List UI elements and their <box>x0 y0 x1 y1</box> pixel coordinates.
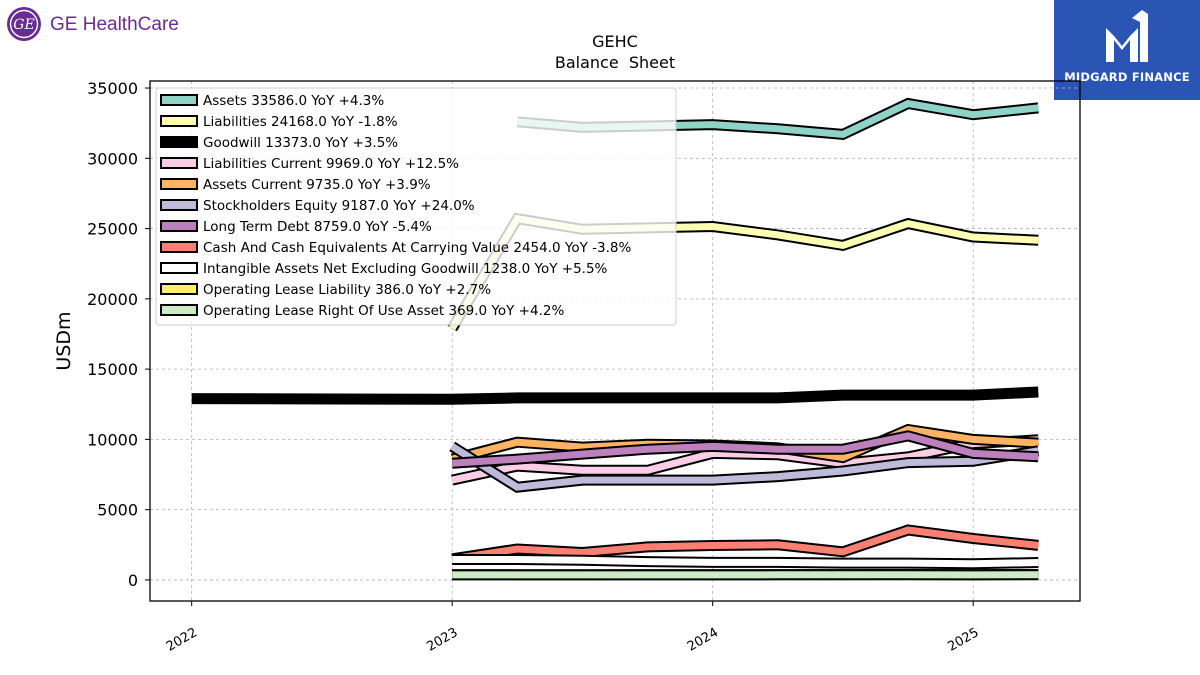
y-tick-label: 10000 <box>87 430 138 449</box>
x-tick-label: 2022 <box>164 625 200 655</box>
legend-item: Assets 33586.0 YoY +4.3% <box>160 93 384 109</box>
legend-item: Goodwill 13373.0 YoY +3.5% <box>160 135 398 151</box>
legend-swatch <box>160 115 198 127</box>
x-tick-label: 2025 <box>945 625 981 655</box>
legend-label: Assets Current 9735.0 YoY +3.9% <box>203 177 431 193</box>
legend-label: Stockholders Equity 9187.0 YoY +24.0% <box>203 198 475 214</box>
y-tick-label: 30000 <box>87 149 138 168</box>
legend-label: Assets 33586.0 YoY +4.3% <box>203 93 384 109</box>
midgard-finance-logo: MIDGARD FINANCE <box>1054 0 1200 100</box>
y-tick-label: 20000 <box>87 290 138 309</box>
legend-label: Long Term Debt 8759.0 YoY -5.4% <box>203 219 432 235</box>
x-tick-label: 2023 <box>424 625 460 655</box>
series-line-outline <box>191 386 1039 405</box>
legend-item: Cash And Cash Equivalents At Carrying Va… <box>160 240 631 256</box>
ge-monogram: GE <box>13 17 34 33</box>
legend-swatch <box>160 262 198 274</box>
chart-legend: Assets 33586.0 YoY +4.3% Liabilities 2416… <box>155 87 677 326</box>
y-tick-label: 15000 <box>87 360 138 379</box>
series-line <box>452 556 1039 568</box>
publisher-name: MIDGARD FINANCE <box>1064 70 1190 84</box>
legend-item: Assets Current 9735.0 YoY +3.9% <box>160 177 431 193</box>
legend-box <box>155 87 677 326</box>
series-line <box>450 443 1039 491</box>
legend-swatch <box>160 136 198 148</box>
y-tick-label: 35000 <box>87 79 138 98</box>
series-8 <box>452 554 1039 570</box>
y-tick-label: 5000 <box>97 501 138 520</box>
legend-swatch <box>160 283 198 295</box>
legend-label: Operating Lease Right Of Use Asset 369.0… <box>203 303 564 319</box>
x-axis-ticks: 2022 2023 2024 2025 <box>164 601 982 655</box>
legend-label: Cash And Cash Equivalents At Carrying Va… <box>203 240 631 256</box>
series-6 <box>451 430 1039 469</box>
legend-label: Liabilities 24168.0 YoY -1.8% <box>203 114 398 130</box>
legend-label: Intangible Assets Net Excluding Goodwill… <box>203 261 608 277</box>
legend-swatch <box>160 157 198 169</box>
company-name: GE HealthCare <box>50 14 179 35</box>
legend-swatch <box>160 241 198 253</box>
y-tick-label: 0 <box>128 571 138 590</box>
series-line <box>451 526 1039 563</box>
legend-item: Long Term Debt 8759.0 YoY -5.4% <box>160 219 432 235</box>
series-line <box>451 432 1039 467</box>
legend-label: Liabilities Current 9969.0 YoY +12.5% <box>203 156 459 172</box>
series-7 <box>451 524 1039 565</box>
legend-item: Intangible Assets Net Excluding Goodwill… <box>160 261 608 277</box>
legend-label: Operating Lease Liability 386.0 YoY +2.7… <box>203 282 491 298</box>
legend-swatch <box>160 199 198 211</box>
legend-item: Operating Lease Right Of Use Asset 369.0… <box>160 303 564 319</box>
legend-item: Stockholders Equity 9187.0 YoY +24.0% <box>160 198 475 214</box>
y-axis-label: USDm <box>53 311 75 370</box>
legend-swatch <box>160 220 198 232</box>
chart-subtitle: Balance Sheet <box>555 53 675 72</box>
legend-swatch <box>160 178 198 190</box>
legend-swatch <box>160 94 198 106</box>
series-2 <box>191 386 1039 405</box>
y-axis-ticks: 0 5000 10000 15000 20000 25000 30000 35000 <box>87 79 150 590</box>
chart-title: GEHC <box>592 32 638 51</box>
legend-item: Operating Lease Liability 386.0 YoY +2.7… <box>160 282 491 298</box>
legend-item: Liabilities 24168.0 YoY -1.8% <box>160 114 398 130</box>
series-5 <box>449 441 1040 493</box>
midgard-emblem-icon <box>1106 10 1148 62</box>
plot-frame <box>149 80 1081 602</box>
y-tick-label: 25000 <box>87 220 138 239</box>
ge-healthcare-logo: GE GE HealthCare <box>4 4 194 44</box>
legend-swatch <box>160 304 198 316</box>
legend-label: Goodwill 13373.0 YoY +3.5% <box>203 135 398 151</box>
x-tick-label: 2024 <box>685 625 721 655</box>
legend-item: Liabilities Current 9969.0 YoY +12.5% <box>160 156 459 172</box>
